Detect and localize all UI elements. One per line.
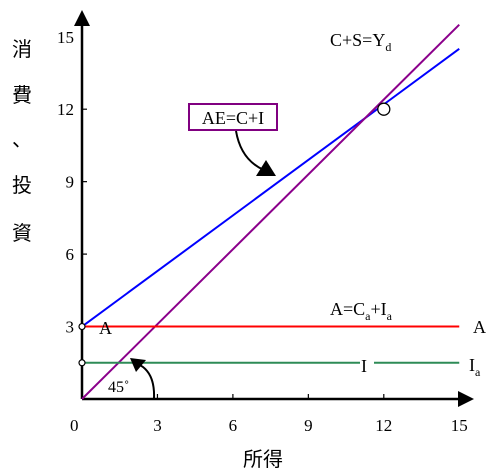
x-tick-label-0: 0 xyxy=(70,416,79,435)
y-tick-label-12: 12 xyxy=(57,100,74,119)
ae-pointer-arrow-icon xyxy=(256,160,276,176)
y-axis-label: 消 費 、 投 資 xyxy=(12,37,32,245)
autonomous-eq-label: A=Ca+Ia xyxy=(330,299,393,323)
autonomous-right-label: A xyxy=(473,317,486,337)
tick-marks xyxy=(82,108,385,399)
x-tick-label-3: 3 xyxy=(153,416,162,435)
y-axis-arrow-icon xyxy=(74,10,90,26)
investment-intercept-marker xyxy=(78,359,86,367)
y-axis-label-char-5: 資 xyxy=(12,221,32,245)
investment-mid-label-bg xyxy=(360,355,374,375)
x-tick-label-15: 15 xyxy=(451,416,468,435)
ae-label-box xyxy=(188,103,278,131)
angle-pointer-arrow-icon xyxy=(130,358,146,372)
autonomous-intercept-marker xyxy=(78,322,86,331)
x-tick-label-12: 12 xyxy=(375,416,392,435)
investment-right-sub: a xyxy=(475,365,481,379)
y-tick-label-9: 9 xyxy=(66,173,75,192)
investment-mid-label: I xyxy=(361,356,367,376)
y-axis-label-char-1: 消 xyxy=(12,37,32,61)
angle-label: 45˚ xyxy=(108,379,129,396)
autonomous-eq-sub2: a xyxy=(387,309,393,323)
x-tick-label-9: 9 xyxy=(304,416,313,435)
y-axis-label-char-4: 投 xyxy=(12,173,32,197)
x-tick-label-6: 6 xyxy=(229,416,238,435)
series-line-ae xyxy=(81,48,460,328)
y-axis-label-char-3: 、 xyxy=(12,127,32,151)
y-tick-label-3: 3 xyxy=(66,318,75,337)
angle-pointer-arc xyxy=(137,363,156,399)
autonomous-eq-main: A=C xyxy=(330,299,365,319)
x-axis-label: 所得 xyxy=(243,447,283,471)
series-line-45deg xyxy=(81,23,460,400)
x-axis-arrow-icon xyxy=(458,391,474,407)
autonomous-eq-plus: +I xyxy=(370,299,386,319)
y-axis-label-char-2: 費 xyxy=(12,83,32,107)
y-tick-label-15: 15 xyxy=(57,28,74,47)
y-tick-label-6: 6 xyxy=(66,245,75,264)
investment-right-label: Ia xyxy=(469,355,481,379)
autonomous-left-label: A xyxy=(99,318,112,338)
csy-label-main: C+S=Y xyxy=(330,30,385,50)
series-layer xyxy=(81,23,460,400)
x-tick-labels: 0 3 6 9 12 15 xyxy=(70,416,468,435)
y-tick-labels: 3 6 9 12 15 xyxy=(57,28,74,337)
csy-label: C+S=Yd xyxy=(330,30,391,54)
point-markers xyxy=(78,102,391,367)
ae-label: AE=C+I xyxy=(202,108,264,128)
equilibrium-point-marker xyxy=(377,102,391,116)
autonomous-eq-sub1: a xyxy=(365,309,371,323)
ae-pointer-arrow xyxy=(235,130,265,171)
investment-right-main: I xyxy=(469,355,475,375)
csy-label-sub: d xyxy=(385,40,391,54)
